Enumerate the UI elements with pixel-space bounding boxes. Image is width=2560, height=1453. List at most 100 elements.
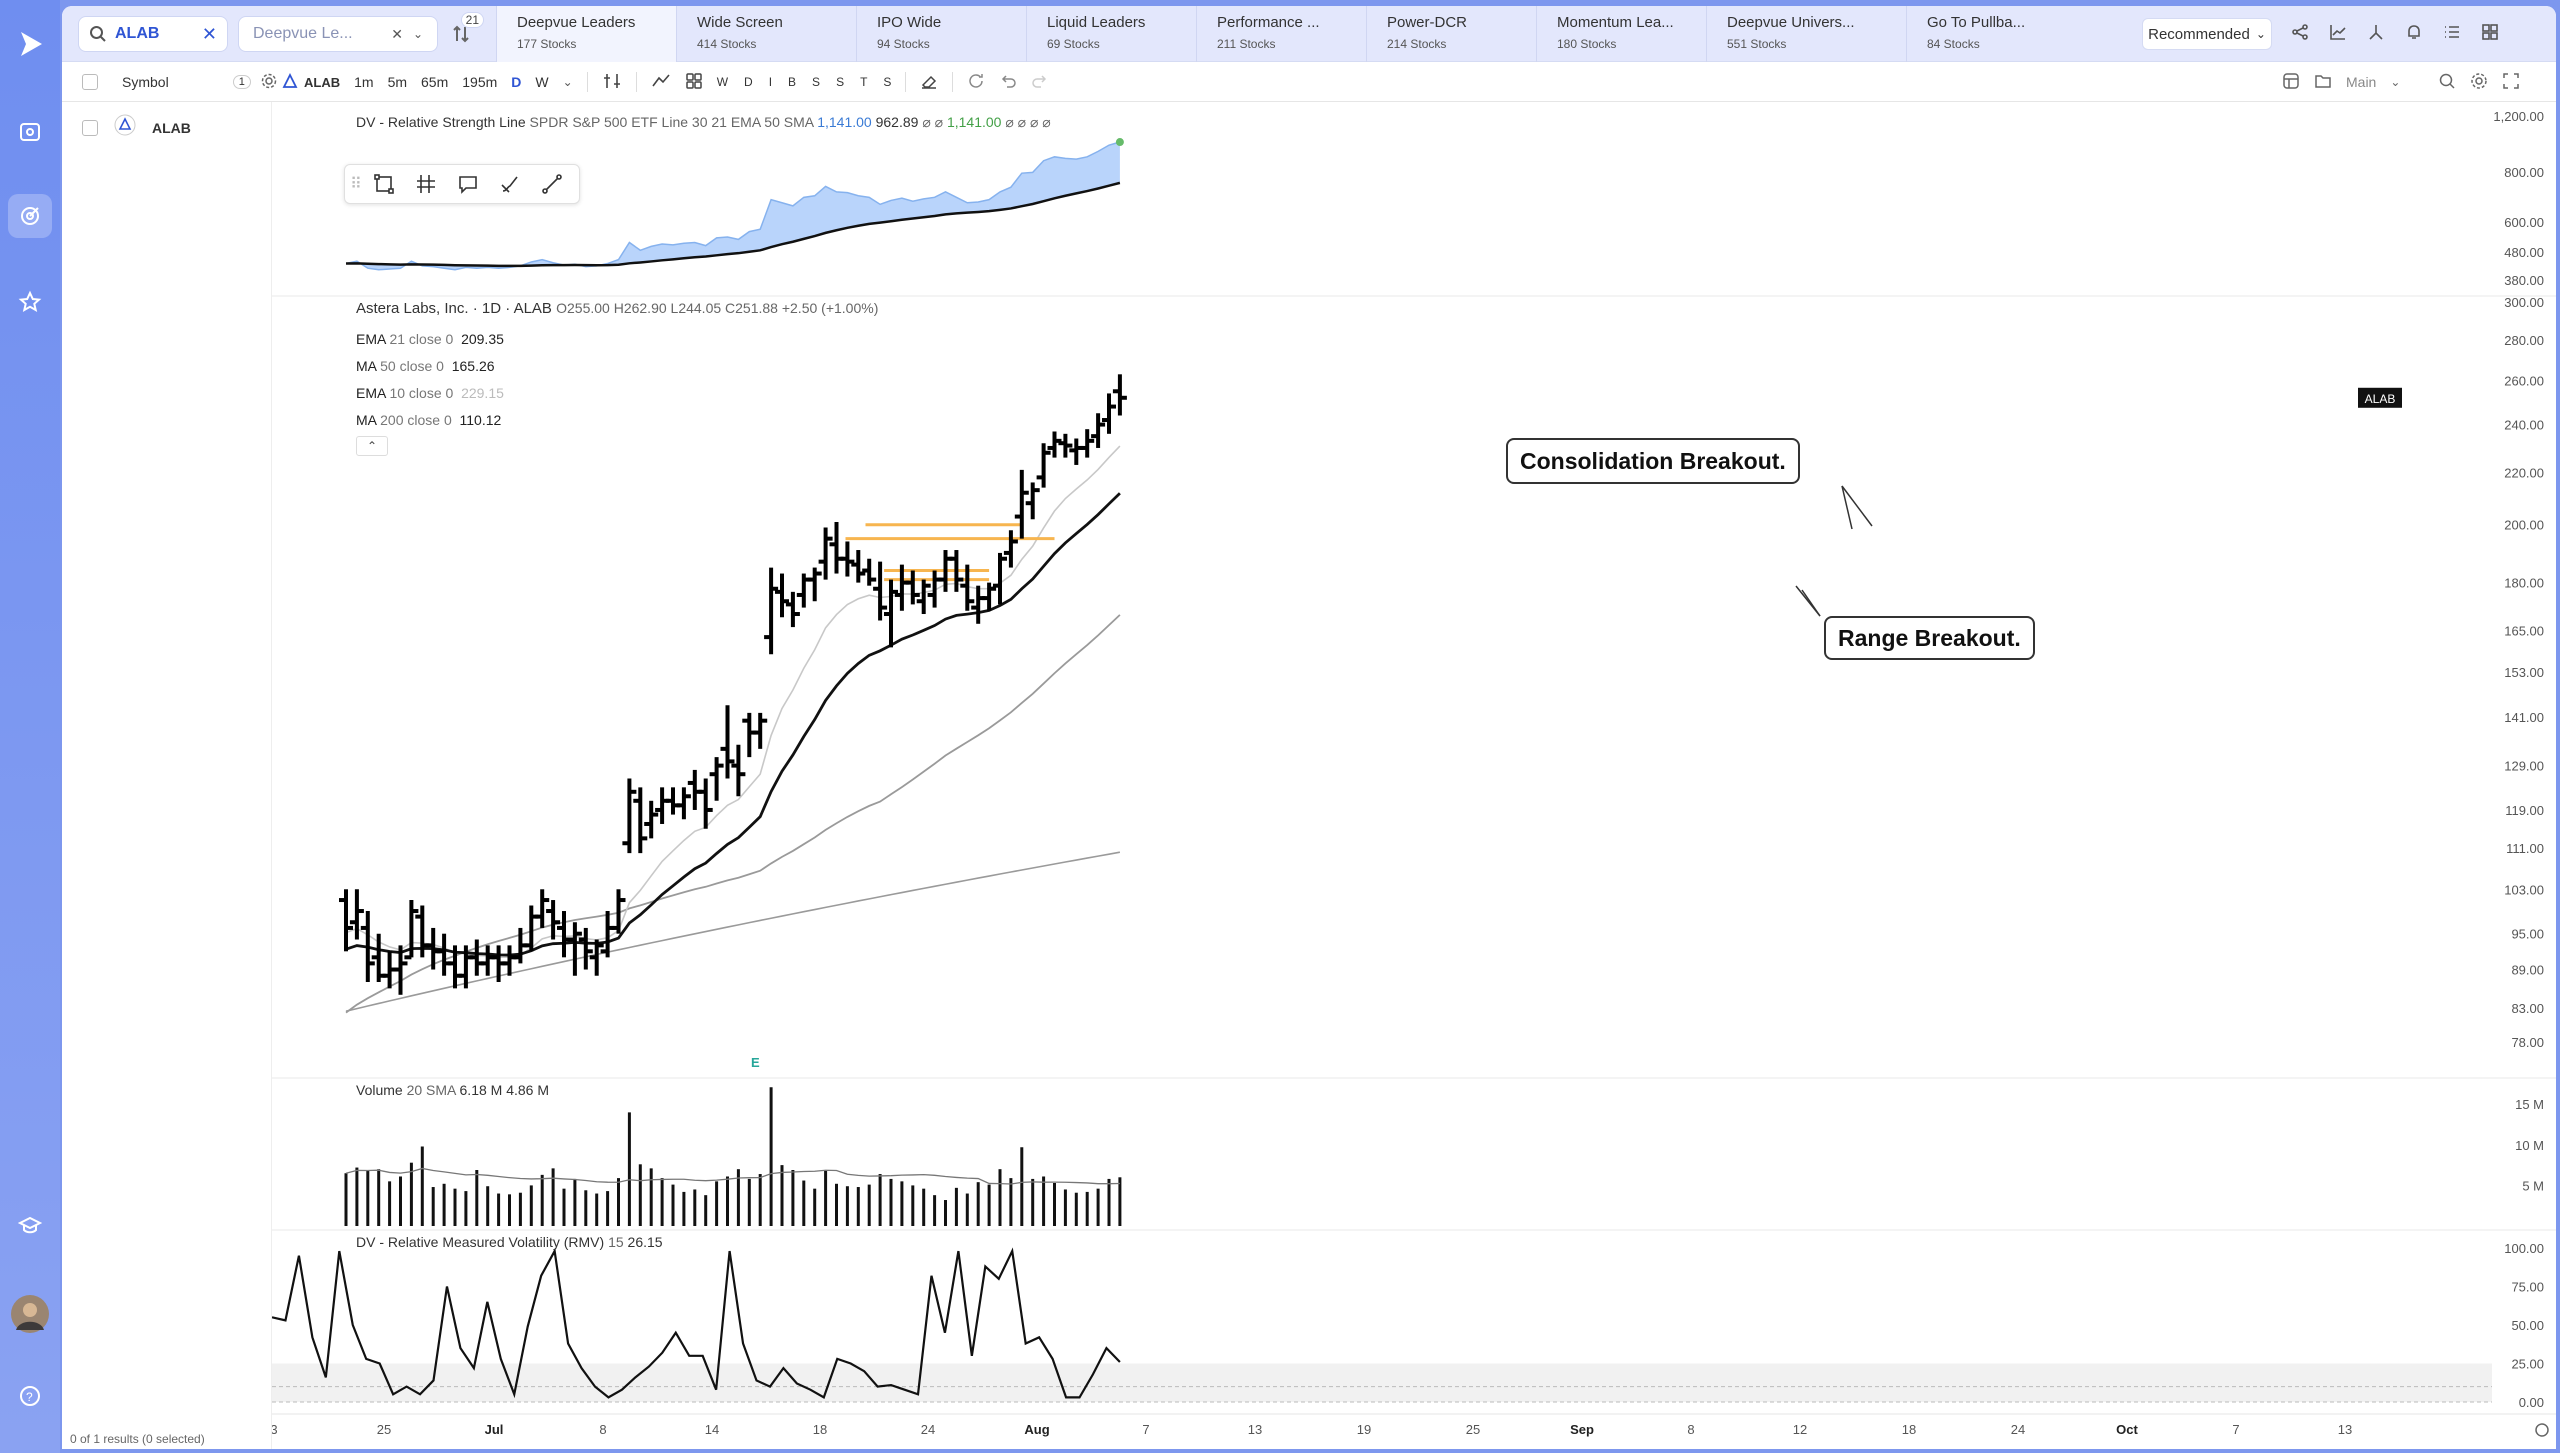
- tab-3[interactable]: Liquid Leaders 69 Stocks: [1026, 6, 1196, 62]
- tab-1[interactable]: Wide Screen 414 Stocks: [676, 6, 856, 62]
- brush-tool-icon[interactable]: [489, 166, 531, 202]
- sort-select[interactable]: Recommended ⌄: [2142, 18, 2272, 50]
- divider: [635, 72, 637, 92]
- interval-65m[interactable]: 65m: [421, 74, 449, 90]
- study-value: 165.26: [451, 358, 495, 374]
- chevron-down-icon[interactable]: ⌄: [412, 27, 423, 41]
- interval-W[interactable]: W: [535, 74, 549, 90]
- play-logo-icon[interactable]: [8, 22, 52, 66]
- eraser-icon[interactable]: [920, 72, 938, 93]
- row-checkbox[interactable]: [82, 119, 98, 136]
- study-row[interactable]: EMA 10 close 0 229.15: [356, 380, 504, 407]
- tab-name: Deepvue Univers...: [1727, 14, 1855, 31]
- interval-5m[interactable]: 5m: [387, 74, 408, 90]
- price-axis-tick: 260.00: [2504, 374, 2544, 389]
- tab-0[interactable]: Deepvue Leaders 177 Stocks: [496, 6, 676, 62]
- ohlc-bar: [1069, 438, 1084, 465]
- grid-layout-icon[interactable]: [2478, 20, 2502, 44]
- star-icon[interactable]: [8, 280, 52, 324]
- target-icon[interactable]: [8, 194, 52, 238]
- search-input[interactable]: ALAB: [115, 25, 160, 42]
- tab-5[interactable]: Power-DCR 214 Stocks: [1366, 6, 1536, 62]
- interval-buttons: 1m 5m 65m 195m D W: [354, 74, 549, 90]
- select-all-checkbox[interactable]: [82, 74, 98, 90]
- list-icon[interactable]: [2440, 20, 2464, 44]
- search-box[interactable]: ALAB ✕: [78, 16, 228, 52]
- indicators-icon[interactable]: [602, 72, 622, 93]
- watchlist-row[interactable]: ALAB: [82, 114, 191, 141]
- interval-195m[interactable]: 195m: [462, 74, 498, 90]
- share-icon[interactable]: [2288, 20, 2312, 44]
- chevron-down-icon[interactable]: ⌄: [2390, 75, 2401, 89]
- symbol-column-label[interactable]: Symbol: [122, 74, 169, 90]
- callout-range-breakout[interactable]: Range Breakout.: [1824, 616, 2035, 660]
- filter-button[interactable]: 21: [440, 12, 484, 50]
- marker-button-1[interactable]: D: [744, 75, 753, 89]
- ohlc-bar: [862, 558, 877, 586]
- rmv-line: [271, 1247, 1121, 1399]
- bell-icon[interactable]: [2402, 20, 2426, 44]
- zoom-icon[interactable]: [2438, 72, 2456, 93]
- marker-button-3[interactable]: B: [788, 75, 797, 89]
- trend-icon[interactable]: [651, 72, 671, 93]
- study-row[interactable]: EMA 21 close 0 209.35: [356, 326, 504, 353]
- chart-area[interactable]: 1,200.00 800.00 600.00 480.00 380.00 300.00 28…: [270, 102, 2556, 1449]
- settings-gear-icon[interactable]: [261, 73, 277, 92]
- drag-handle-icon[interactable]: ⠿: [350, 176, 362, 193]
- price-title: Astera Labs, Inc. · 1D · ALAB: [356, 300, 552, 317]
- compare-icon[interactable]: [2364, 20, 2388, 44]
- undo-icon[interactable]: [999, 72, 1017, 93]
- marker-button-5[interactable]: S: [836, 75, 845, 89]
- tab-7[interactable]: Deepvue Univers... 551 Stocks: [1706, 6, 1906, 62]
- chevron-down-icon[interactable]: ⌄: [562, 75, 573, 89]
- rmv-axis-tick: 0.00: [2519, 1395, 2544, 1410]
- layout-name[interactable]: Main: [2346, 74, 2377, 90]
- marker-button-6[interactable]: T: [860, 75, 868, 89]
- education-icon[interactable]: [8, 1204, 52, 1248]
- study-row[interactable]: MA 200 close 0 110.12: [356, 407, 504, 434]
- x-axis-tick: Oct: [2116, 1422, 2138, 1437]
- tab-8[interactable]: Go To Pullba... 84 Stocks: [1906, 6, 2066, 62]
- ohlc-bar: [360, 911, 375, 983]
- ticker-symbol[interactable]: ALAB: [304, 74, 341, 90]
- clear-watchlist-icon[interactable]: ✕: [391, 25, 403, 42]
- symbol-header: Symbol 1: [82, 62, 277, 102]
- study-row[interactable]: MA 50 close 0 165.26: [356, 353, 504, 380]
- help-icon[interactable]: ?: [8, 1374, 52, 1418]
- interval-1m[interactable]: 1m: [354, 74, 374, 90]
- fib-tool-icon[interactable]: [405, 166, 447, 202]
- tab-6[interactable]: Momentum Lea... 180 Stocks: [1536, 6, 1706, 62]
- interval-D[interactable]: D: [511, 74, 522, 90]
- x-axis-tick: 8: [1687, 1422, 1694, 1437]
- marker-button-7[interactable]: S: [883, 75, 892, 89]
- callout-consolidation-breakout[interactable]: Consolidation Breakout.: [1506, 438, 1800, 484]
- x-axis-tick: 7: [1142, 1422, 1149, 1437]
- tab-2[interactable]: IPO Wide 94 Stocks: [856, 6, 1026, 62]
- chart-settings-icon[interactable]: [2470, 72, 2488, 93]
- ohlc-bar: [807, 567, 822, 602]
- symbol-count-badge: 1: [232, 75, 251, 89]
- avatar[interactable]: [8, 1292, 52, 1336]
- marker-button-2[interactable]: I: [768, 75, 773, 89]
- watchlist-select[interactable]: Deepvue Le... ✕ ⌄: [238, 16, 438, 52]
- refresh-icon[interactable]: [967, 72, 985, 93]
- screener-icon[interactable]: [8, 110, 52, 154]
- collapse-legend-button[interactable]: ⌃: [356, 436, 388, 456]
- clear-search-icon[interactable]: ✕: [201, 23, 217, 44]
- callout-tool-icon[interactable]: [447, 166, 489, 202]
- ohlc-bar: [557, 911, 571, 958]
- fullscreen-icon[interactable]: [2502, 72, 2520, 93]
- layout-icon[interactable]: [2282, 72, 2300, 93]
- chart-canvas[interactable]: 1,200.00800.00600.00480.00380.00300.0028…: [270, 102, 2556, 1449]
- marker-button-4[interactable]: S: [812, 75, 821, 89]
- tab-4[interactable]: Performance ... 211 Stocks: [1196, 6, 1366, 62]
- redo-icon[interactable]: [1031, 72, 1049, 93]
- ohlc-bar: [916, 579, 931, 615]
- rmv-low-band: [272, 1363, 2492, 1402]
- folder-icon[interactable]: [2314, 72, 2332, 93]
- line-chart-icon[interactable]: [2326, 20, 2350, 44]
- template-icon[interactable]: [685, 72, 703, 93]
- marker-button-0[interactable]: W: [716, 75, 729, 89]
- rectangle-tool-icon[interactable]: [363, 166, 405, 202]
- trendline-tool-icon[interactable]: [531, 166, 573, 202]
